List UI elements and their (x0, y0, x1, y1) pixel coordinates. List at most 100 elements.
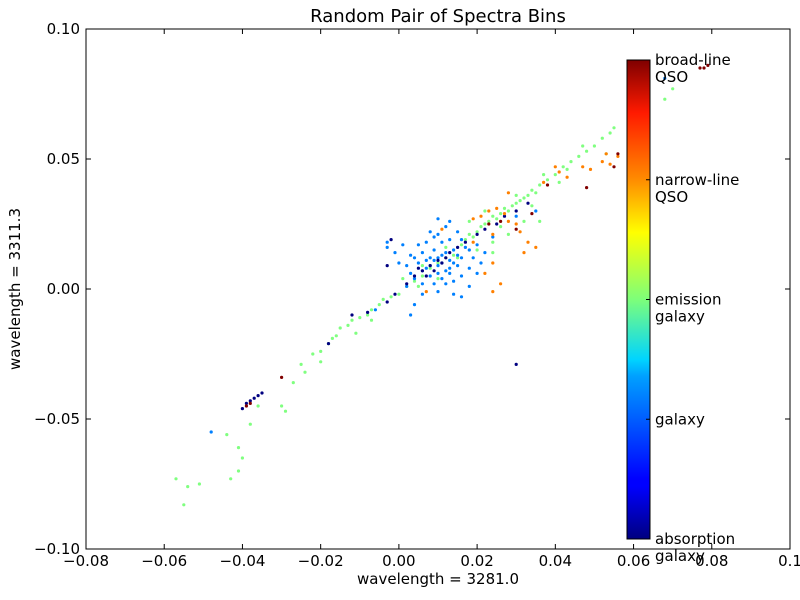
data-point (244, 404, 248, 408)
data-point (499, 212, 503, 216)
data-point (467, 248, 471, 252)
data-point (409, 271, 413, 275)
data-point (502, 212, 507, 216)
data-point (240, 456, 244, 460)
data-point (592, 144, 597, 148)
data-point (463, 238, 467, 242)
data-point (616, 154, 620, 158)
data-point (671, 87, 675, 91)
data-point (252, 396, 256, 400)
data-point (420, 269, 424, 273)
data-point (542, 173, 546, 177)
data-point (522, 219, 526, 223)
data-point (236, 446, 241, 450)
data-point (491, 251, 495, 255)
data-point (577, 154, 581, 158)
data-point (475, 243, 479, 247)
data-point (405, 284, 409, 288)
data-point (663, 97, 667, 101)
x-tick-label: 0.08 (695, 552, 728, 570)
data-point (514, 222, 518, 226)
data-point (495, 217, 499, 221)
x-tick-label: 0.02 (460, 552, 493, 570)
data-point (534, 245, 538, 249)
chart-title: Random Pair of Spectra Bins (310, 6, 566, 27)
data-point (436, 290, 440, 294)
data-point (436, 264, 440, 268)
data-point (526, 201, 530, 205)
data-point (291, 381, 295, 385)
data-point (471, 217, 475, 221)
data-point (588, 167, 593, 171)
data-point (538, 183, 542, 187)
data-point (373, 308, 377, 312)
data-point (444, 256, 448, 260)
y-tick-label: 0.05 (47, 150, 80, 168)
data-point (706, 63, 710, 67)
data-point (303, 370, 307, 374)
data-point (432, 269, 436, 273)
data-point (526, 240, 530, 244)
data-point (186, 485, 190, 489)
data-point (369, 318, 374, 322)
data-point (444, 269, 448, 273)
data-point (467, 232, 471, 236)
data-point (491, 235, 495, 239)
data-point (420, 292, 424, 296)
data-point (456, 253, 460, 257)
data-point (440, 261, 444, 265)
data-point (440, 277, 444, 281)
data-point (608, 131, 612, 135)
data-point (495, 222, 499, 226)
data-point (663, 76, 667, 80)
data-point (424, 274, 428, 278)
data-point (358, 316, 362, 320)
colorbar-labels: absorption galaxy galaxy emission galaxy narr… (646, 51, 739, 565)
data-point (467, 284, 471, 288)
data-point (416, 261, 420, 265)
data-point (542, 180, 546, 184)
data-point (463, 240, 467, 244)
y-tick-label: −0.05 (34, 410, 80, 428)
data-point (702, 66, 706, 70)
data-point (483, 222, 487, 226)
data-point (448, 266, 452, 270)
data-point (608, 162, 612, 166)
data-point (401, 243, 405, 247)
data-point (491, 232, 495, 236)
data-point (389, 295, 393, 299)
data-point (420, 251, 424, 255)
data-point (283, 409, 288, 413)
data-point (424, 266, 428, 270)
x-axis-title: wavelength = 3281.0 (357, 570, 519, 588)
data-point (280, 404, 284, 408)
data-point (475, 271, 479, 275)
data-point (502, 206, 507, 210)
data-point (545, 178, 550, 182)
data-point (412, 277, 417, 281)
data-point (416, 284, 420, 288)
data-point (424, 290, 428, 294)
data-point (514, 209, 518, 213)
data-point (506, 191, 510, 195)
data-point (581, 165, 585, 169)
data-point (448, 238, 452, 242)
data-point (491, 290, 495, 294)
data-point (475, 230, 479, 234)
data-point (412, 279, 417, 283)
data-point (385, 264, 389, 268)
data-point (553, 165, 557, 169)
data-point (436, 232, 440, 236)
data-point (499, 282, 503, 286)
x-tick-label: 0.1 (778, 552, 800, 570)
data-point (514, 193, 518, 197)
data-point (260, 391, 264, 395)
data-point (514, 227, 518, 231)
data-point (491, 240, 495, 244)
data-point (518, 199, 522, 203)
y-axis-title: wavelength = 3311.3 (6, 208, 24, 370)
data-point (530, 188, 534, 192)
data-point (471, 240, 475, 244)
data-point (530, 204, 534, 208)
